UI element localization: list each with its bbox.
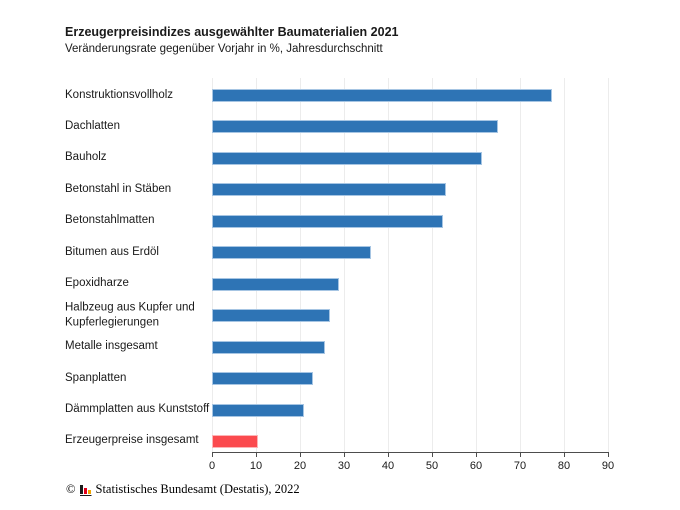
x-axis-tick-label: 70 xyxy=(513,460,527,472)
bar xyxy=(212,277,340,291)
category-label: Dachlatten xyxy=(65,120,120,133)
gridline xyxy=(300,78,301,452)
x-axis-tick-label: 30 xyxy=(337,460,351,472)
x-axis-tick-label: 20 xyxy=(293,460,307,472)
gridline xyxy=(344,78,345,452)
category-label: Metalle insgesamt xyxy=(65,340,158,353)
x-axis-tick-label: 0 xyxy=(208,460,216,472)
plot-area xyxy=(212,78,609,452)
category-label: Betonstahl in Stäben xyxy=(65,183,172,196)
gridline xyxy=(476,78,477,452)
chart-subtitle: Veränderungsrate gegenüber Vorjahr in %,… xyxy=(65,43,383,55)
category-label: Spanplatten xyxy=(65,371,127,384)
bar xyxy=(212,403,304,417)
x-axis-tick xyxy=(476,452,477,457)
gridline xyxy=(212,78,213,452)
bar xyxy=(212,183,447,197)
x-axis-tick xyxy=(300,452,301,457)
gridline xyxy=(432,78,433,452)
category-label: Bitumen aus Erdöl xyxy=(65,245,159,258)
bar xyxy=(212,340,325,354)
x-axis-tick-label: 10 xyxy=(249,460,263,472)
x-axis-tick-label: 90 xyxy=(601,460,615,472)
chart-title: Erzeugerpreisindizes ausgewählter Baumat… xyxy=(65,25,399,39)
source-text: Statistisches Bundesamt (Destatis), 2022 xyxy=(95,482,300,496)
bar xyxy=(212,214,444,228)
bar xyxy=(212,309,331,323)
gridline xyxy=(256,78,257,452)
bar-highlight xyxy=(212,434,259,448)
x-axis-tick xyxy=(212,452,213,457)
x-axis-tick xyxy=(608,452,609,457)
x-axis-tick-label: 60 xyxy=(469,460,483,472)
bar xyxy=(212,151,483,165)
gridline xyxy=(608,78,609,452)
x-axis-tick-label: 80 xyxy=(557,460,571,472)
gridline xyxy=(388,78,389,452)
x-axis-tick-label: 40 xyxy=(381,460,395,472)
copyright-symbol: © xyxy=(66,482,76,496)
bar xyxy=(212,372,314,386)
category-label: Epoxidharze xyxy=(65,277,129,290)
gridline xyxy=(564,78,565,452)
x-axis-tick xyxy=(564,452,565,457)
source-note: © Statistisches Bundesamt (Destatis), 20… xyxy=(66,482,300,497)
x-axis-tick xyxy=(256,452,257,457)
x-axis-tick xyxy=(344,452,345,457)
x-axis-tick xyxy=(432,452,433,457)
bar xyxy=(212,246,372,260)
category-label: Erzeugerpreise insgesamt xyxy=(65,434,199,447)
x-axis-tick-label: 50 xyxy=(425,460,439,472)
x-axis-line xyxy=(212,452,609,453)
category-label: Halbzeug aus Kupfer und Kupferlegierunge… xyxy=(65,301,195,329)
category-label: Betonstahlmatten xyxy=(65,214,155,227)
gridline xyxy=(520,78,521,452)
x-axis-tick xyxy=(520,452,521,457)
category-label: Konstruktionsvollholz xyxy=(65,88,174,101)
x-axis: 0 10 20 30 40 50 60 70 80 90 xyxy=(208,452,614,476)
bar xyxy=(212,120,499,134)
category-label: Dämmplatten aus Kunststoff xyxy=(65,403,210,416)
x-axis-tick xyxy=(388,452,389,457)
destatis-logo-icon xyxy=(79,484,92,496)
bar xyxy=(212,89,553,102)
category-label: Bauholz xyxy=(65,151,107,164)
